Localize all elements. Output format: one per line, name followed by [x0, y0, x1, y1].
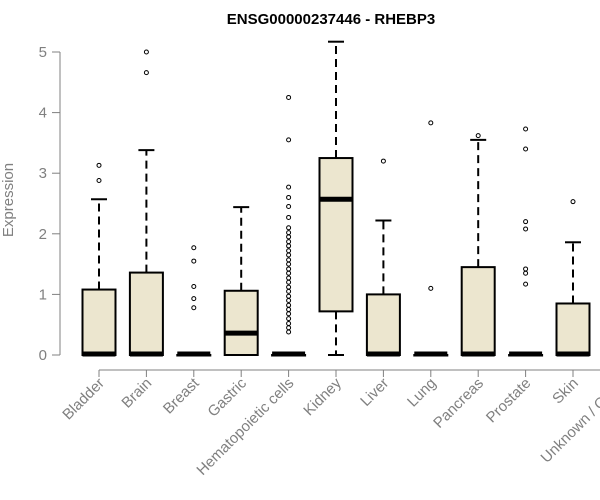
x-tick-label: Kidney: [300, 374, 345, 419]
x-tick-label: Lung: [404, 375, 440, 411]
box-iqr: [81, 288, 117, 356]
outlier-point: [96, 162, 102, 168]
outlier-point: [523, 126, 529, 132]
x-tick-label: Pancreas: [430, 375, 487, 432]
outlier-point: [191, 296, 197, 302]
outlier-point: [286, 248, 292, 254]
outlier-point: [143, 49, 149, 55]
outlier-point: [523, 266, 529, 272]
outlier-point: [475, 133, 481, 139]
outlier-point: [286, 204, 292, 210]
outlier-point: [286, 329, 292, 335]
outlier-point: [286, 325, 292, 331]
outlier-point: [523, 226, 529, 232]
box-hematopoietic-cells: [271, 94, 307, 357]
outlier-point: [286, 311, 292, 317]
outlier-point: [286, 225, 292, 231]
outlier-point: [96, 177, 102, 183]
box-breast: [176, 245, 212, 357]
outlier-point: [286, 230, 292, 236]
x-tick-label: Gastric: [204, 374, 250, 420]
x-tick-label: Liver: [357, 375, 392, 410]
outlier-point: [428, 285, 434, 291]
x-tick-label: Brain: [118, 375, 155, 412]
outlier-point: [191, 284, 197, 290]
box-liver: [365, 158, 401, 357]
outlier-point: [286, 275, 292, 281]
box-kidney: [318, 40, 354, 356]
outlier-point: [428, 120, 434, 126]
outlier-point: [286, 270, 292, 276]
x-tick-label: Bladder: [59, 375, 108, 424]
outlier-point: [286, 302, 292, 308]
outlier-point: [286, 257, 292, 263]
outlier-point: [570, 199, 576, 205]
outlier-point: [523, 281, 529, 287]
y-tick-label: 0: [39, 347, 47, 364]
outlier-point: [286, 184, 292, 190]
box-pancreas: [460, 133, 496, 357]
box-iqr: [555, 302, 591, 356]
outlier-point: [286, 293, 292, 299]
outlier-point: [286, 239, 292, 245]
box-gastric: [223, 206, 259, 357]
outlier-point: [286, 252, 292, 258]
outlier-point: [143, 70, 149, 76]
box-brain: [128, 49, 164, 357]
x-tick-label: Skin: [549, 375, 582, 408]
outlier-point: [286, 137, 292, 143]
box-lung: [413, 120, 449, 357]
box-iqr: [223, 289, 259, 357]
outlier-point: [380, 158, 386, 164]
outlier-point: [286, 316, 292, 322]
box-iqr: [365, 293, 401, 356]
outlier-point: [286, 297, 292, 303]
outlier-point: [191, 245, 197, 251]
box-iqr: [460, 266, 496, 357]
outlier-point: [286, 194, 292, 200]
outlier-point: [286, 307, 292, 313]
y-tick-label: 1: [39, 286, 47, 303]
x-tick-label: Breast: [160, 374, 203, 417]
box-bladder: [81, 162, 117, 357]
outlier-point: [286, 234, 292, 240]
outlier-point: [286, 320, 292, 326]
outlier-point: [286, 214, 292, 220]
y-tick-label: 2: [39, 226, 47, 243]
outlier-point: [286, 243, 292, 249]
outlier-point: [191, 258, 197, 264]
y-tick-label: 3: [39, 165, 47, 182]
outlier-point: [523, 146, 529, 152]
outlier-point: [286, 94, 292, 100]
outlier-point: [286, 288, 292, 294]
y-tick-label: 4: [39, 105, 47, 122]
outlier-point: [286, 266, 292, 272]
outlier-point: [286, 261, 292, 267]
outlier-point: [523, 219, 529, 225]
y-axis-label: Expression: [0, 163, 17, 237]
outlier-point: [286, 279, 292, 285]
box-series: [81, 40, 591, 357]
chart-title: ENSG00000237446 - RHEBP3: [227, 11, 435, 28]
box-prostate: [508, 126, 544, 357]
y-tick-label: 5: [39, 44, 47, 61]
outlier-point: [286, 284, 292, 290]
x-tick-label: Prostate: [483, 375, 535, 427]
y-axis: 0 1 2 3 4 5: [39, 44, 61, 364]
outlier-point: [191, 305, 197, 311]
outlier-point: [523, 270, 529, 276]
box-iqr: [318, 157, 354, 313]
box-skin: [555, 199, 591, 357]
box-iqr: [128, 271, 164, 357]
